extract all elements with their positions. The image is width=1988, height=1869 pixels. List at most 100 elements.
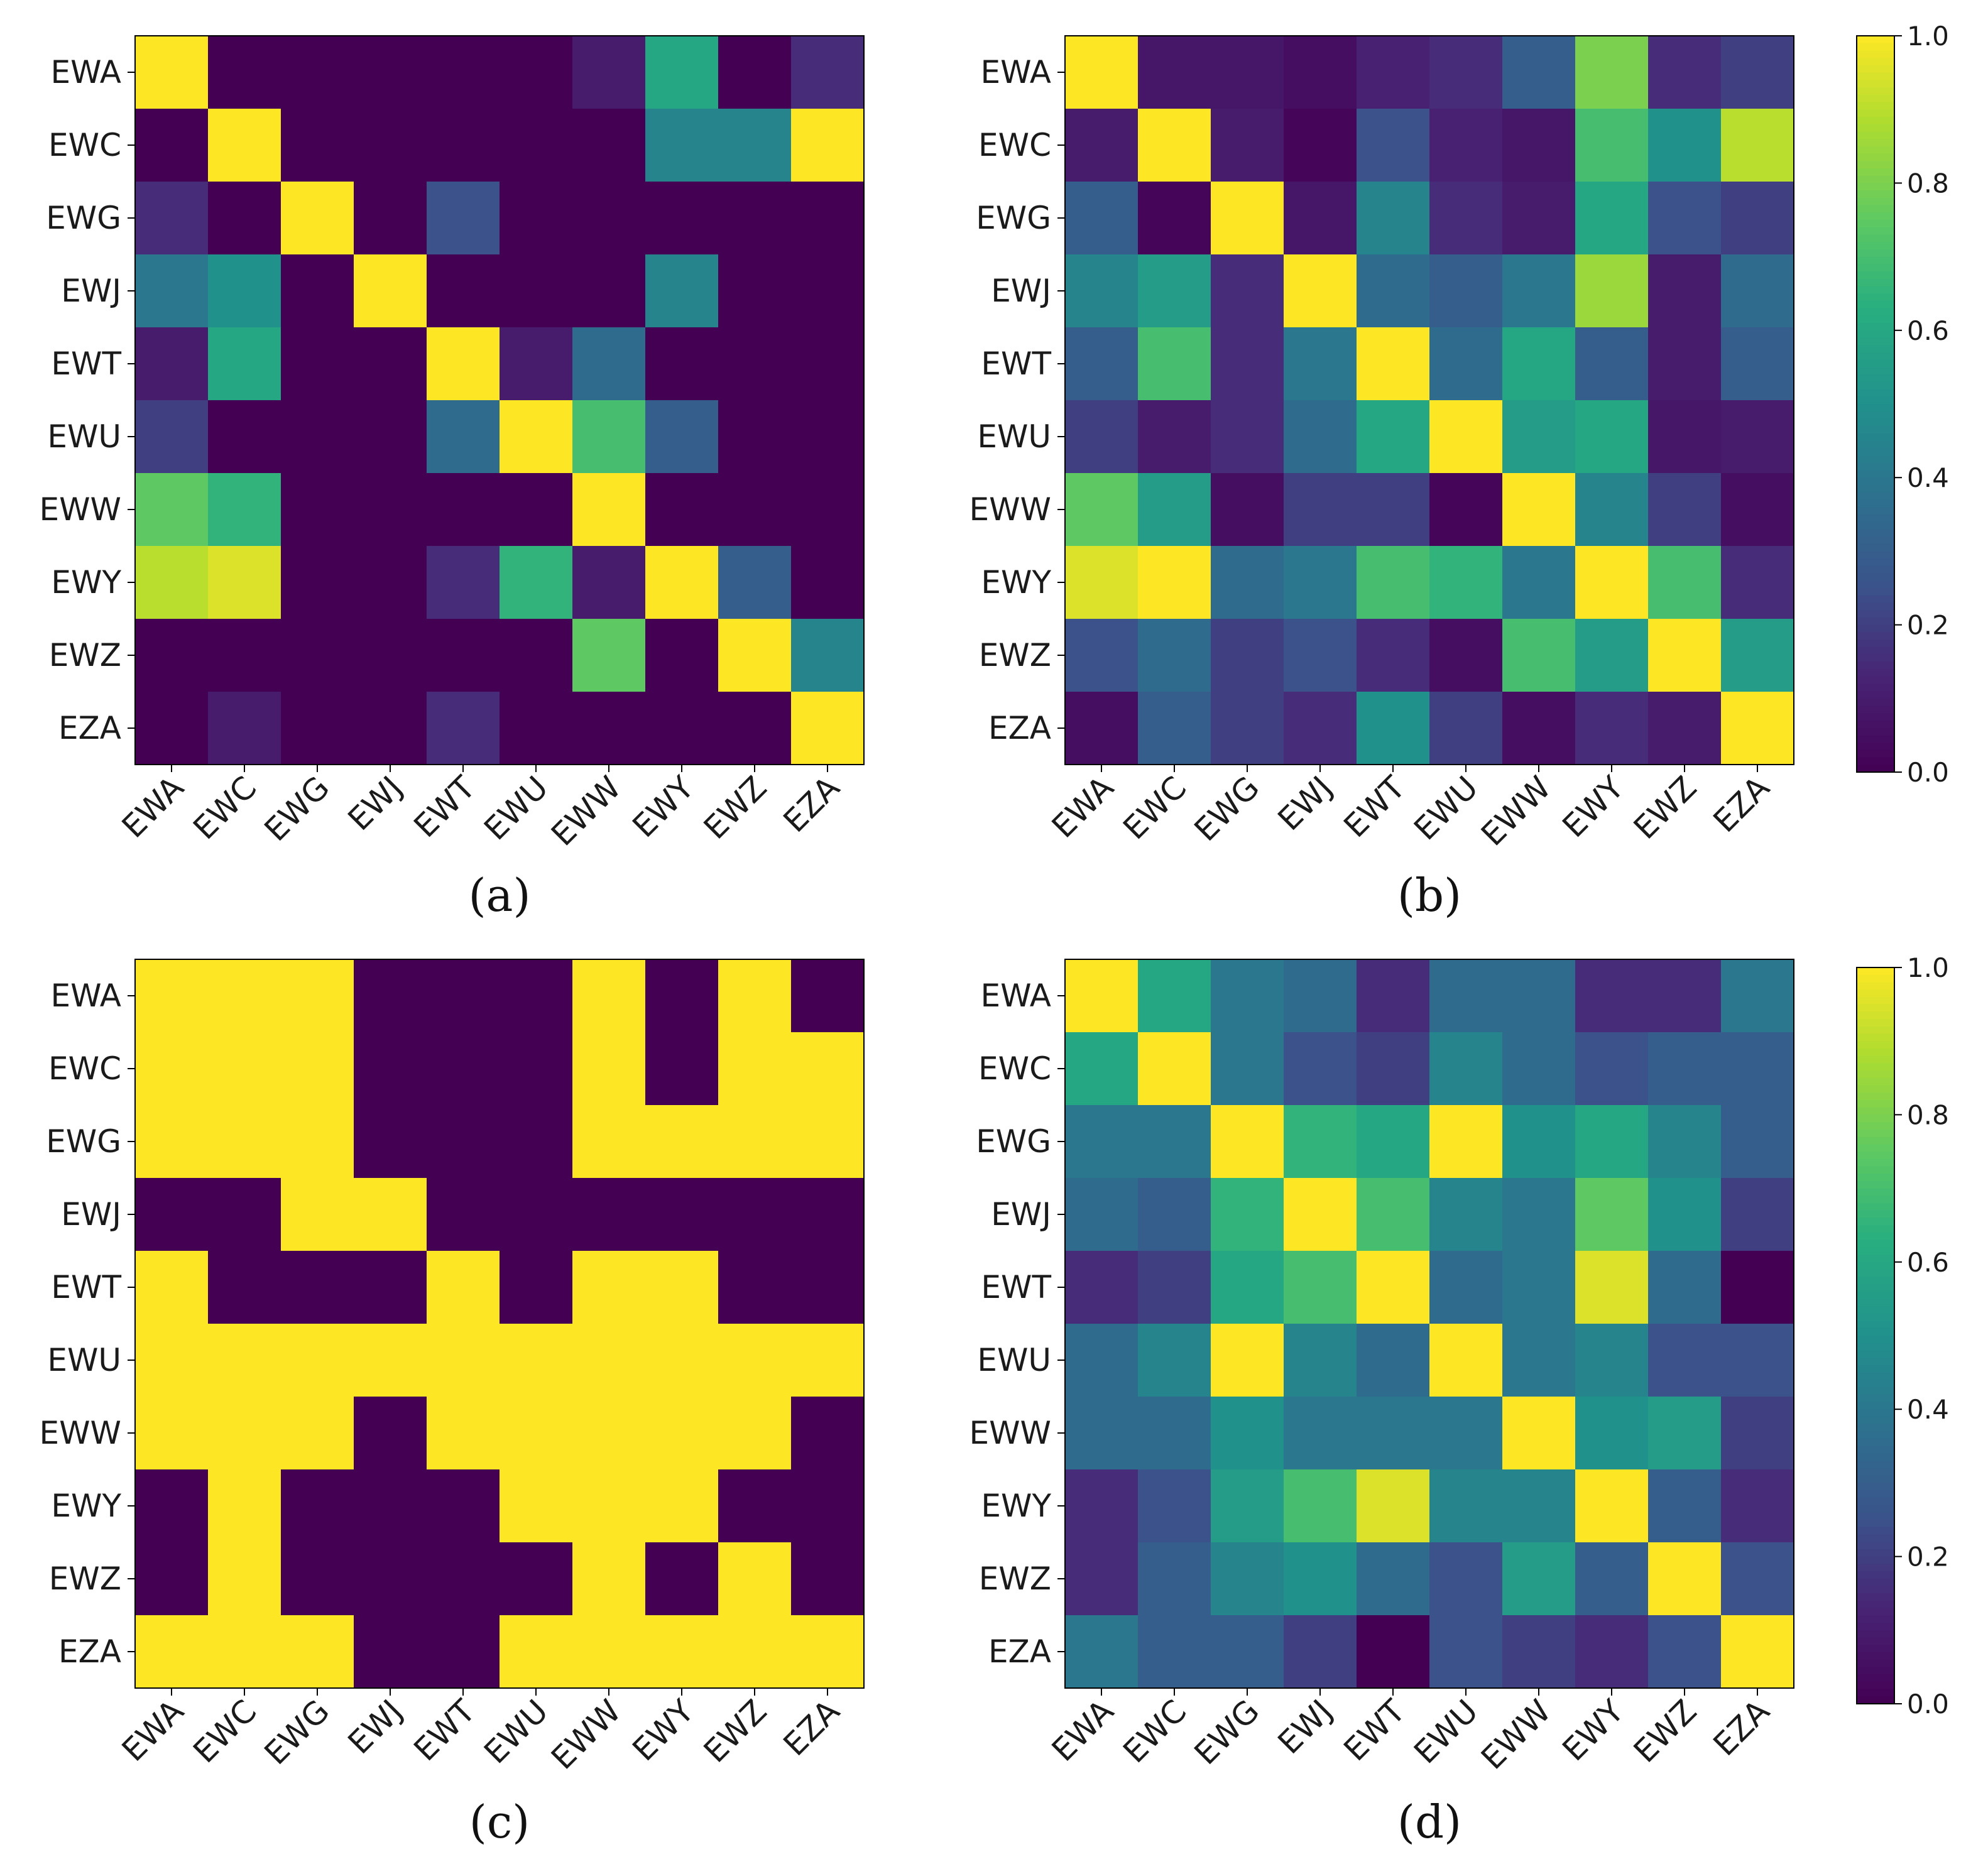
heatmap-cell [572,1032,646,1106]
heatmap-cell [1065,1032,1139,1106]
heatmap-cell [1357,692,1430,765]
heatmap-cell [500,1397,573,1470]
colorbar-swatch [1857,536,1894,545]
y-tick-label: EWW [40,1415,121,1451]
heatmap-cell [1211,1251,1284,1324]
x-tick-label: EWT [1337,769,1412,844]
colorbar-swatch [1857,989,1894,998]
heatmap-cell [1648,1469,1722,1543]
colorbar-swatch [1857,470,1894,478]
heatmap-cell [1721,1542,1794,1616]
heatmap-cell [1138,546,1211,619]
heatmap-cell [1357,182,1430,255]
x-tick-label: EWY [626,769,701,844]
y-tick-label: EWA [981,978,1052,1014]
heatmap-cell [645,619,719,692]
y-tick-label: EWJ [61,1196,121,1233]
heatmap-cell [281,1542,354,1616]
heatmap-cell [1138,1542,1211,1616]
heatmap-cell [791,546,865,619]
colorbar-swatch [1857,1475,1894,1484]
heatmap-cell [427,959,500,1033]
heatmap-cell [1648,1251,1722,1324]
y-tick-label: EWJ [991,273,1051,309]
colorbar-tick-label: 0.0 [1907,1689,1949,1719]
heatmap-cell [208,546,281,619]
colorbar-swatch [1857,1026,1894,1035]
heatmap-cell [1648,36,1722,109]
heatmap-cell [1284,400,1357,474]
x-tick-label: EWZ [1627,769,1704,846]
heatmap-cell [1357,400,1430,474]
heatmap-cell [1138,254,1211,328]
heatmap-cell [354,327,427,401]
heatmap-cell [1502,692,1576,765]
heatmap-cell [500,959,573,1033]
colorbar-swatch [1857,205,1894,214]
colorbar-swatch [1857,1394,1894,1403]
colorbar-swatch [1857,1129,1894,1138]
heatmap-cell [500,1178,573,1251]
colorbar-swatch [1857,1225,1894,1233]
heatmap-cell [1502,1324,1576,1397]
colorbar-swatch [1857,1328,1894,1336]
colorbar-swatch [1857,315,1894,324]
heatmap-cell [791,959,865,1033]
colorbar-swatch [1857,580,1894,589]
heatmap-cell [208,959,281,1033]
colorbar-swatch [1857,234,1894,242]
heatmap-cell [1648,692,1722,765]
heatmap-cell [354,182,427,255]
heatmap-cell [1648,400,1722,474]
heatmap-cell [718,400,792,474]
heatmap-cell [1648,1542,1722,1616]
colorbar-swatch [1857,1630,1894,1638]
heatmap-cell [1284,692,1357,765]
heatmap-cell [1575,327,1649,401]
colorbar-swatch [1857,1048,1894,1057]
colorbar-swatch [1857,646,1894,655]
heatmap-cell [427,400,500,474]
colorbar-swatch [1857,1402,1894,1410]
heatmap-cell [1138,400,1211,474]
heatmap-cell [1429,109,1503,182]
x-tick-label: EWA [1045,769,1121,845]
heatmap-cell [791,182,865,255]
heatmap-cell [1429,254,1503,328]
heatmap-cell [1357,1251,1430,1324]
heatmap-cell [1721,1469,1794,1543]
heatmap-cell [1357,36,1430,109]
colorbar-swatch [1857,72,1894,81]
heatmap-cell [135,1178,209,1251]
heatmap-cell [1502,254,1576,328]
heatmap-cell [135,1397,209,1470]
colorbar-swatch [1857,330,1894,339]
heatmap-cell [1429,1324,1503,1397]
heatmap-cell [135,254,209,328]
heatmap-cell [500,619,573,692]
heatmap-cell [1138,1397,1211,1470]
heatmap-cell [1721,473,1794,547]
x-tick-label: EWJ [1271,769,1340,837]
heatmap-cell [1065,254,1139,328]
heatmap-cell [1065,400,1139,474]
heatmap-cell [791,1615,865,1689]
colorbar-swatch [1857,131,1894,139]
heatmap-cell [427,1469,500,1543]
colorbar-swatch [1857,1637,1894,1646]
heatmap-cell [1138,1324,1211,1397]
heatmap-cell [135,1251,209,1324]
y-tick-label: EWU [977,1342,1051,1378]
colorbar-swatch [1857,1365,1894,1373]
x-tick-label: EZA [1707,1692,1777,1763]
heatmap-cell [427,1032,500,1106]
colorbar-swatch [1857,1085,1894,1094]
heatmap-cell [208,692,281,765]
heatmap-cell [1357,1032,1430,1106]
heatmap-cell [1211,109,1284,182]
heatmap-cell [500,1324,573,1397]
y-tick-label: EWA [51,978,122,1014]
colorbar-swatch [1857,58,1894,66]
heatmap-cell [1721,1178,1794,1251]
